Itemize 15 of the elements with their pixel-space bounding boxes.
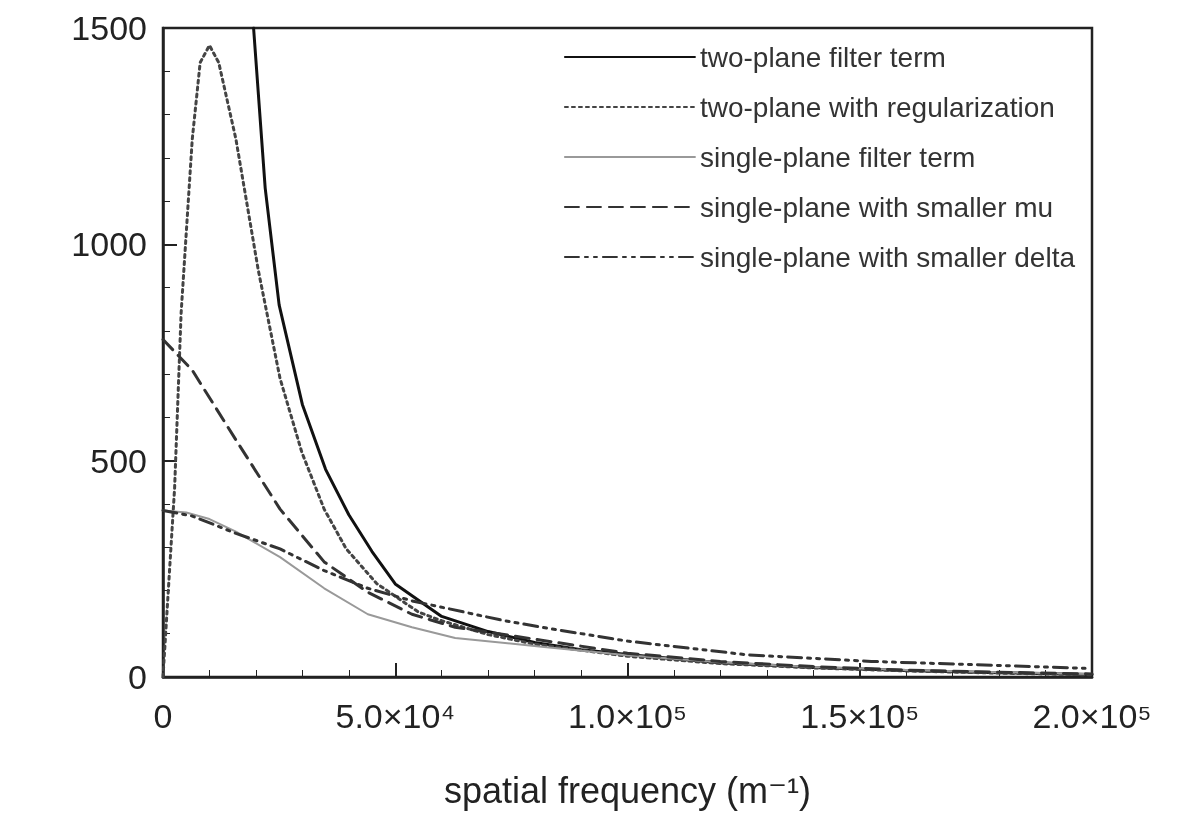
legend-label: single-plane with smaller mu [699,191,1054,223]
x-tick-label: 5.0×10⁴ [335,697,456,735]
legend-label: single-plane filter term [699,141,976,173]
legend-label: two-plane filter term [699,41,946,73]
x-tick-label: 1.5×10⁵ [800,697,920,735]
y-tick-label: 0 [128,658,147,696]
x-tick-label: 0 [153,697,173,735]
x-tick-label: 1.0×10⁵ [567,697,688,735]
x-tick-label: 2.0×10⁵ [1032,697,1152,735]
x-axis-title: spatial frequency (m⁻¹) [443,769,812,811]
y-tick-label: 1000 [71,225,147,264]
y-tick-label: 500 [90,441,147,480]
legend-label: single-plane with smaller delta [699,241,1076,273]
y-tick-label: 1500 [71,9,147,47]
legend-label: two-plane with regularization [699,91,1055,123]
